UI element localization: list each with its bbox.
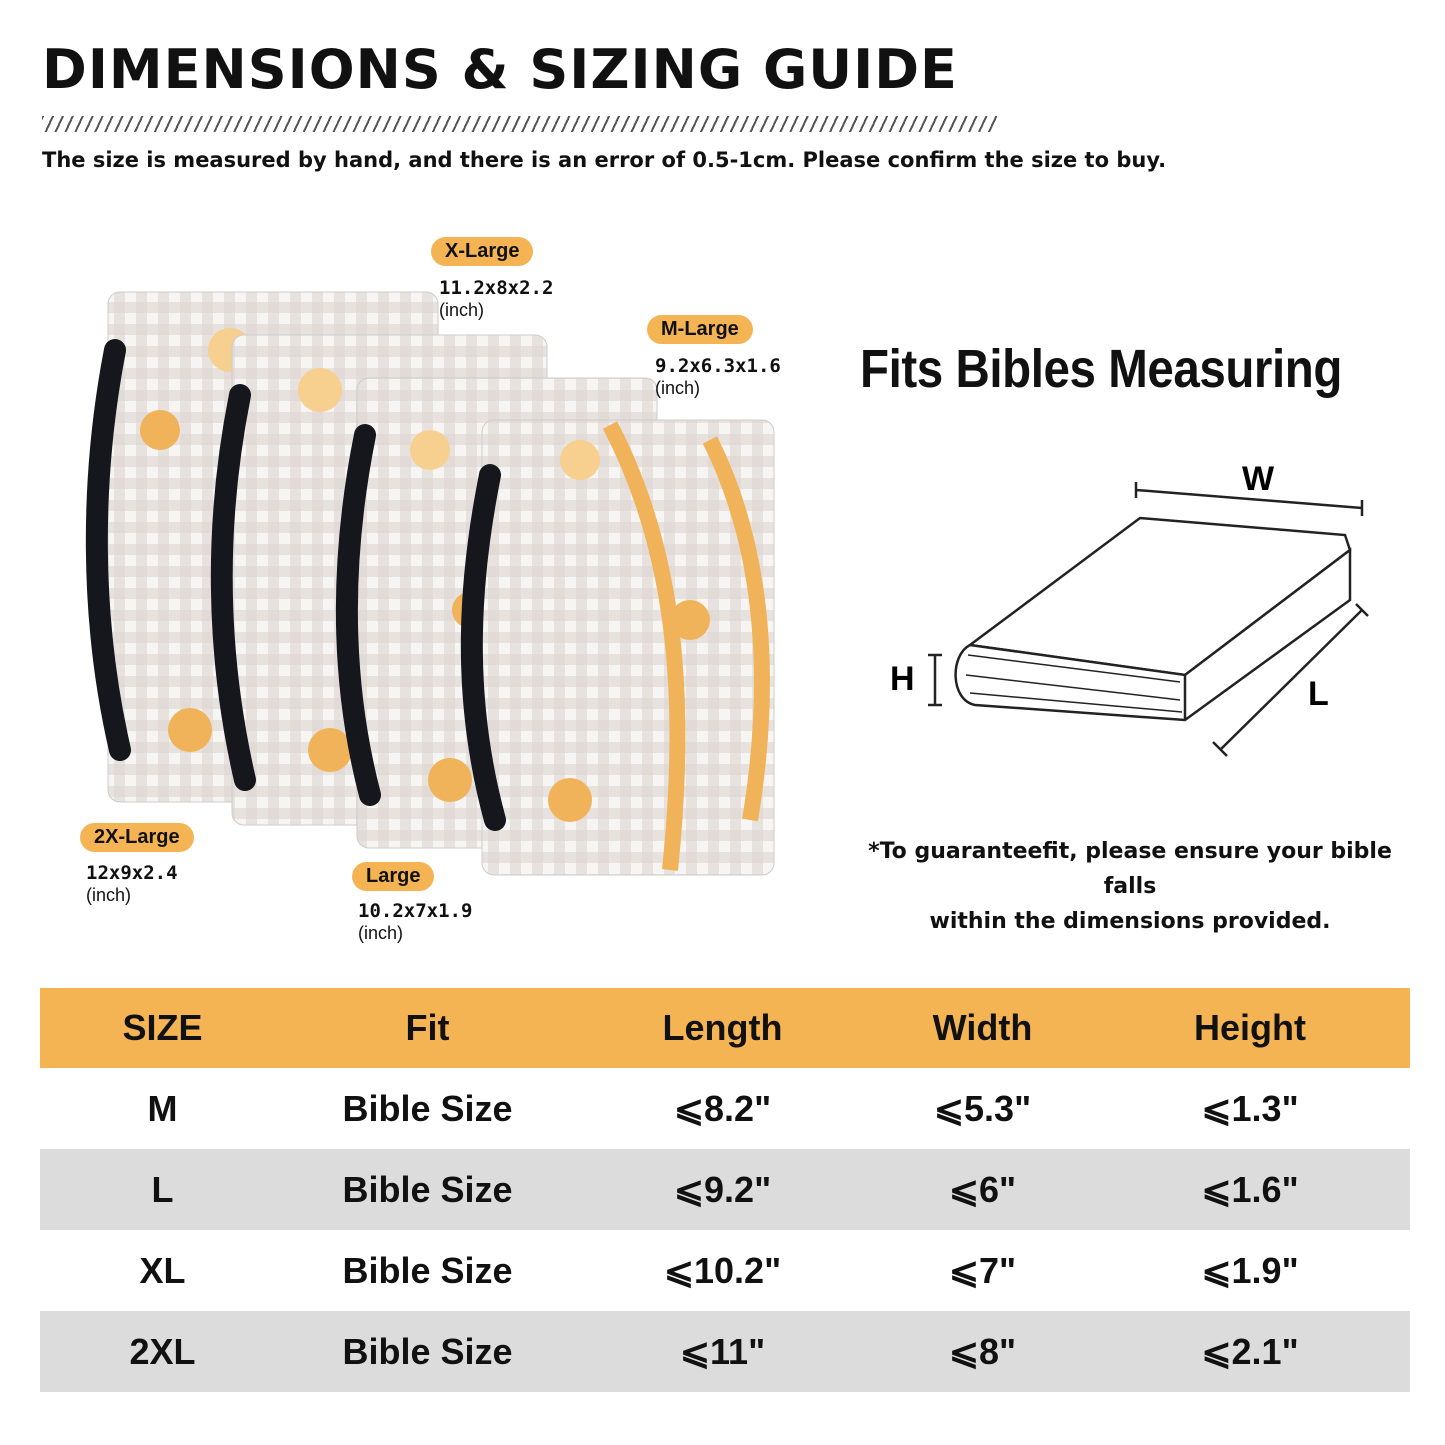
table-header-row: SIZE Fit Length Width Height (40, 988, 1410, 1068)
cell-length: ⩽10.2" (663, 1249, 782, 1291)
cell-fit: Bible Size (342, 1087, 513, 1129)
size-dims-x-large: 11.2x8x2.2 (inch) (439, 277, 554, 320)
size-pill-m-large: M-Large (647, 315, 753, 344)
size-dims-m-large: 9.2x6.3x1.6 (inch) (655, 355, 781, 398)
table-row: XL Bible Size ⩽10.2" ⩽7" ⩽1.9" (40, 1230, 1410, 1311)
cell-length: ⩽11" (679, 1330, 766, 1372)
table-row: M Bible Size ⩽8.2" ⩽5.3" ⩽1.3" (40, 1068, 1410, 1149)
cell-size: XL (139, 1249, 186, 1291)
size-pill-2x-large: 2X-Large (80, 823, 194, 852)
cell-fit: Bible Size (342, 1168, 513, 1210)
book-measure-diagram: W H L (890, 460, 1369, 757)
cell-fit: Bible Size (342, 1249, 513, 1291)
cell-length: ⩽8.2" (673, 1087, 772, 1129)
cell-width: ⩽6" (948, 1168, 1017, 1210)
bible-covers-image (85, 291, 775, 876)
cell-height: ⩽1.3" (1201, 1087, 1299, 1129)
size-dims-large: 10.2x7x1.9 (inch) (358, 900, 473, 943)
w-label: W (1242, 460, 1275, 498)
cell-width: ⩽5.3" (933, 1087, 1032, 1129)
cell-height: ⩽1.6" (1201, 1168, 1299, 1210)
cell-fit: Bible Size (342, 1330, 513, 1372)
cell-size: L (151, 1168, 174, 1210)
size-dims-2x-large: 12x9x2.4 (inch) (86, 862, 178, 905)
header-size: SIZE (122, 1007, 203, 1048)
size-table: SIZE Fit Length Width Height M Bible Siz… (40, 988, 1410, 1392)
l-label: L (1308, 675, 1329, 713)
cell-height: ⩽2.1" (1201, 1330, 1299, 1372)
h-label: H (890, 660, 915, 698)
cell-height: ⩽1.9" (1201, 1249, 1299, 1291)
cell-width: ⩽7" (948, 1249, 1017, 1291)
page-title: DIMENSIONS & SIZING GUIDE (42, 38, 958, 101)
header-height: Height (1194, 1007, 1306, 1048)
cell-size: 2XL (129, 1330, 196, 1372)
hatch-divider (42, 116, 997, 132)
size-pill-large: Large (352, 862, 435, 891)
measurement-note: The size is measured by hand, and there … (42, 148, 1167, 172)
book-m-large (460, 419, 775, 876)
fits-heading: Fits Bibles Measuring (860, 339, 1342, 399)
header-length: Length (662, 1007, 783, 1048)
header-width: Width (932, 1007, 1033, 1048)
size-pill-x-large: X-Large (431, 237, 534, 266)
table-row: L Bible Size ⩽9.2" ⩽6" ⩽1.6" (40, 1149, 1410, 1230)
fit-guarantee-note: *To guaranteefit, please ensure your bib… (868, 839, 1392, 934)
header-fit: Fit (405, 1007, 450, 1048)
cell-length: ⩽9.2" (673, 1168, 772, 1210)
cell-size: M (147, 1087, 178, 1129)
cell-width: ⩽8" (948, 1330, 1017, 1372)
table-row: 2XL Bible Size ⩽11" ⩽8" ⩽2.1" (40, 1311, 1410, 1392)
